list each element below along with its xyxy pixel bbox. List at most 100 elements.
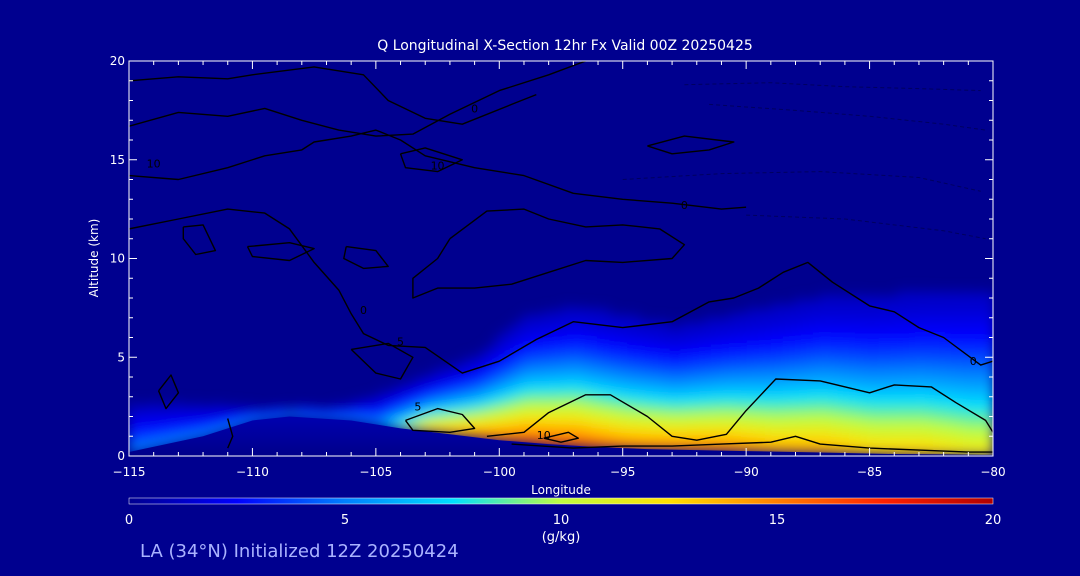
moisture-cell: [813, 309, 820, 316]
moisture-cell: [819, 383, 826, 390]
moisture-cell: [411, 409, 418, 416]
moisture-cell: [531, 373, 538, 380]
moisture-cell: [759, 431, 766, 438]
moisture-cell: [555, 414, 562, 421]
moisture-cell: [747, 406, 754, 413]
moisture-cell: [441, 373, 448, 380]
moisture-cell: [225, 414, 232, 421]
moisture-cell: [501, 356, 508, 363]
moisture-cell: [807, 407, 814, 414]
moisture-cell: [591, 313, 598, 320]
moisture-cell: [843, 309, 850, 316]
moisture-cell: [531, 329, 538, 336]
moisture-cell: [843, 418, 850, 425]
moisture-cell: [921, 429, 928, 436]
moisture-cell: [717, 430, 724, 437]
moisture-cell: [945, 330, 952, 337]
moisture-cell: [873, 409, 880, 416]
moisture-cell: [741, 446, 748, 452]
moisture-cell: [921, 390, 928, 396]
moisture-cell: [735, 411, 742, 418]
moisture-cell: [663, 335, 670, 342]
moisture-cell: [975, 415, 982, 422]
moisture-cell: [609, 388, 616, 395]
moisture-cell: [783, 372, 790, 379]
moisture-cell: [807, 397, 814, 404]
moisture-cell: [831, 373, 838, 380]
moisture-cell: [897, 315, 904, 322]
moisture-cell: [621, 383, 628, 390]
moisture-cell: [783, 382, 790, 389]
moisture-cell: [141, 409, 148, 416]
moisture-cell: [423, 381, 430, 388]
moisture-cell: [795, 348, 802, 355]
moisture-cell: [921, 444, 928, 451]
moisture-cell: [867, 359, 874, 366]
moisture-cell: [915, 335, 922, 342]
moisture-cell: [939, 291, 946, 298]
moisture-cell: [969, 296, 976, 303]
moisture-cell: [645, 439, 652, 446]
moisture-cell: [903, 404, 910, 411]
moisture-cell: [747, 362, 754, 369]
moisture-cell: [717, 376, 724, 383]
moisture-cell: [477, 417, 484, 424]
moisture-cell: [711, 425, 718, 432]
moisture-cell: [609, 408, 616, 414]
moisture-cell: [633, 369, 640, 376]
moisture-cell: [633, 423, 640, 430]
moisture-cell: [477, 432, 484, 439]
moisture-cell: [921, 330, 928, 337]
moisture-cell: [681, 400, 688, 407]
moisture-cell: [507, 371, 514, 378]
moisture-cell: [927, 291, 934, 298]
moisture-cell: [975, 341, 982, 348]
moisture-cell: [855, 423, 862, 430]
moisture-cell: [213, 423, 220, 430]
moisture-cell: [693, 321, 700, 328]
moisture-cell: [147, 413, 154, 420]
moisture-cell: [543, 404, 550, 411]
moisture-cell: [867, 438, 874, 445]
moisture-cell: [567, 341, 574, 348]
moisture-cell: [987, 351, 993, 358]
moisture-cell: [867, 409, 874, 415]
moisture-cell: [537, 408, 544, 415]
moisture-cell: [735, 396, 742, 403]
moisture-cell: [561, 400, 568, 407]
moisture-cell: [861, 305, 868, 312]
moisture-cell: [873, 320, 880, 327]
moisture-cell: [855, 418, 862, 425]
moisture-cell: [591, 308, 598, 315]
moisture-cell: [585, 372, 592, 379]
moisture-cell: [447, 414, 454, 421]
moisture-cell: [789, 313, 796, 320]
moisture-cell: [873, 295, 880, 302]
moisture-cell: [747, 401, 754, 408]
moisture-cell: [705, 366, 712, 373]
moisture-cell: [705, 321, 712, 328]
moisture-cell: [723, 337, 730, 343]
moisture-cell: [711, 331, 718, 338]
moisture-cell: [375, 419, 382, 426]
moisture-cell: [885, 414, 892, 421]
moisture-cell: [801, 397, 808, 404]
moisture-cell: [975, 444, 982, 451]
moisture-cell: [507, 337, 514, 344]
moisture-cell: [945, 419, 952, 426]
moisture-cell: [537, 398, 544, 405]
moisture-cell: [303, 412, 310, 419]
moisture-cell: [957, 345, 964, 352]
moisture-cell: [753, 411, 760, 418]
moisture-cell: [855, 324, 862, 331]
moisture-cell: [147, 428, 154, 435]
moisture-cell: [837, 383, 844, 390]
moisture-cell: [411, 380, 418, 387]
moisture-cell: [513, 382, 520, 388]
moisture-cell: [771, 397, 778, 404]
moisture-cell: [495, 360, 502, 367]
moisture-cell: [933, 311, 940, 318]
moisture-cell: [441, 428, 448, 435]
moisture-cell: [183, 415, 190, 422]
moisture-cell: [807, 304, 814, 311]
